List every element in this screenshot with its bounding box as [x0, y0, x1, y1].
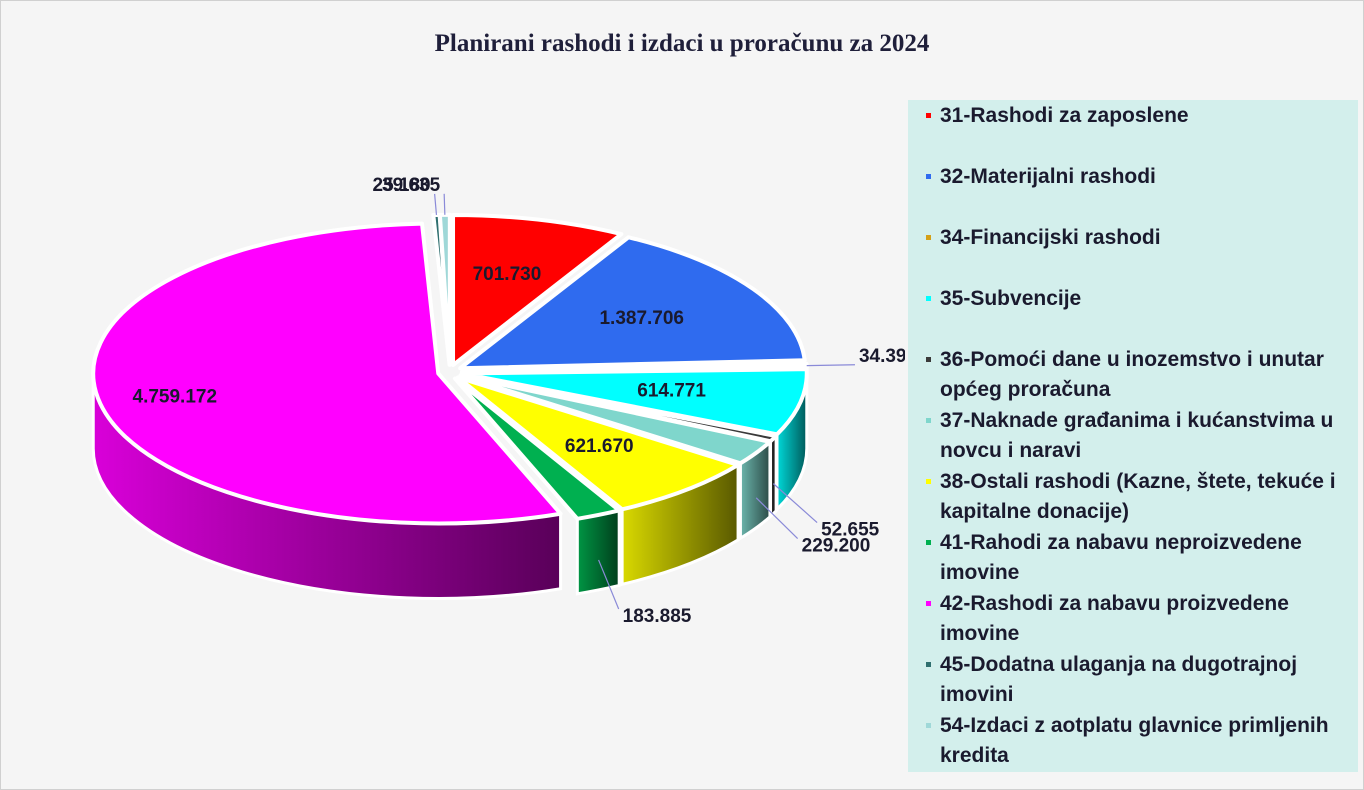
legend-marker	[926, 418, 931, 423]
chart-title: Planirani rashodi i izdaci u proračunu z…	[434, 30, 930, 57]
slice	[458, 373, 772, 541]
legend-label: 31-Rashodi za zaposlene	[940, 104, 1189, 127]
legend-label: 35-Subvencije	[940, 287, 1082, 310]
slice	[458, 235, 807, 371]
slice-top	[91, 221, 563, 526]
legend-entry: 37-Naknade građanima i kućanstvima u nov…	[918, 406, 1354, 466]
slice	[455, 375, 741, 587]
legend-marker	[926, 540, 931, 545]
chart: 701.730 1.387.706 34.396 614.771 52.655229.2…	[91, 175, 905, 627]
slice	[437, 212, 452, 367]
legend-marker	[926, 723, 931, 728]
legend-label: 36-Pomoći dane u inozemstvo i unutar opć…	[940, 348, 1324, 401]
data-label: 701.730	[473, 264, 542, 285]
legend-marker	[926, 113, 931, 118]
slice-side	[575, 508, 621, 596]
legend-marker	[926, 235, 931, 240]
legend-marker	[926, 296, 931, 301]
slice-top	[459, 367, 809, 437]
slice-top	[458, 373, 772, 466]
slice-top	[451, 213, 624, 368]
legend-marker	[926, 479, 931, 484]
legend-entry: 32-Materijalni rashodi	[918, 162, 1354, 192]
legend-label: 34-Financijski rashodi	[940, 226, 1161, 249]
legend-entry: 36-Pomoći dane u inozemstvo i unutar opć…	[918, 345, 1354, 405]
legend-entry: 31-Rashodi za zaposlene	[918, 101, 1354, 131]
legend-label: 38-Ostali rashodi (Kazne, štete, tekuće …	[940, 470, 1336, 523]
slice	[91, 221, 563, 600]
slice	[451, 213, 624, 368]
data-label: 25.180	[373, 175, 431, 196]
legend-entry: 54-Izdaci z aotplatu glavnice primljenih…	[918, 711, 1354, 771]
slice-top	[452, 376, 622, 521]
leader-line	[806, 364, 855, 367]
legend-entry: 35-Subvencije	[918, 284, 1354, 314]
legend-entry: 41-Rahodi za nabavu neproizvedene imovin…	[918, 528, 1354, 588]
legend-label: 45-Dodatna ulaganja na dugotrajnoj imovi…	[940, 653, 1298, 706]
data-label: 4.759.172	[133, 386, 218, 407]
legend-entry: 34-Financijski rashodi	[918, 223, 1354, 253]
legend-label: 41-Rahodi za nabavu neproizvedene imovin…	[940, 531, 1302, 584]
data-label: 621.670	[565, 436, 634, 457]
legend: 31-Rashodi za zaposlene 32-Materijalni ra…	[908, 100, 1358, 772]
slice-top	[455, 375, 741, 512]
data-label: 229.200	[802, 536, 871, 557]
legend-label: 32-Materijalni rashodi	[940, 165, 1156, 188]
leader-line	[772, 483, 818, 523]
leader-line	[443, 193, 446, 215]
data-label: 52.655	[821, 520, 880, 541]
legend-label: 42-Rashodi za nabavu proizvedene imovine	[940, 592, 1289, 645]
legend-label: 54-Izdaci z aotplatu glavnice primljenih…	[940, 714, 1329, 767]
legend-entry: 42-Rashodi za nabavu proizvedene imovine	[918, 589, 1354, 649]
legend-entry: 45-Dodatna ulaganja na dugotrajnoj imovi…	[918, 650, 1354, 710]
legend-marker	[926, 662, 931, 667]
legend-marker	[926, 601, 931, 606]
legend-marker	[926, 357, 931, 362]
data-label: 34.396	[859, 346, 905, 367]
slice-top	[437, 212, 452, 367]
leader-line	[598, 559, 620, 610]
legend-label: 37-Naknade građanima i kućanstvima u nov…	[940, 409, 1334, 462]
data-label: 39.635	[382, 175, 441, 196]
leader-line	[434, 193, 438, 215]
legend-marker	[926, 174, 931, 179]
data-label: 183.885	[623, 606, 692, 627]
data-label: 1.387.706	[599, 308, 684, 329]
slice	[452, 376, 622, 596]
legend-entry: 38-Ostali rashodi (Kazne, štete, tekuće …	[918, 467, 1354, 527]
leader-line	[755, 497, 799, 540]
slice	[459, 367, 809, 513]
data-label: 614.771	[637, 380, 706, 401]
slice-top	[458, 235, 807, 371]
